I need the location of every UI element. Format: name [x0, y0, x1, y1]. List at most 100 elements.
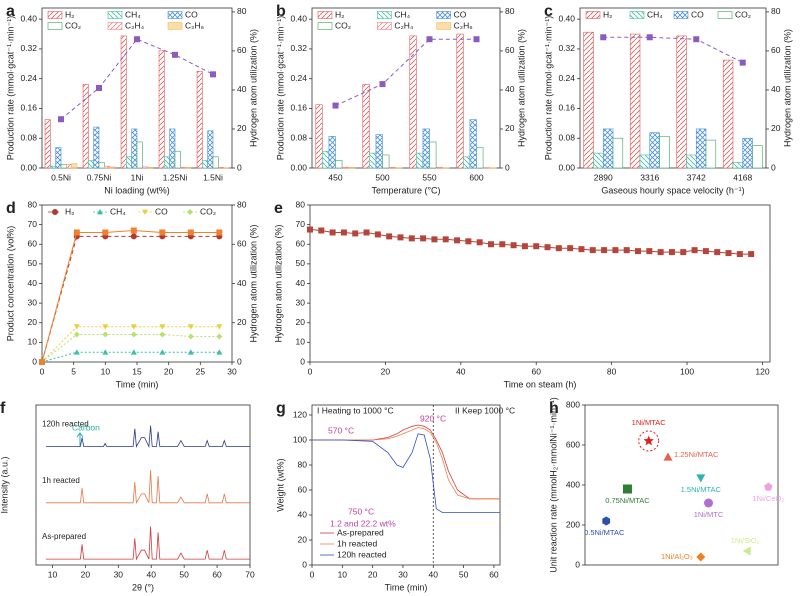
x-tick-label: 550: [422, 172, 436, 182]
series-line: [41, 334, 220, 363]
y2-tick-label: 0: [505, 162, 510, 172]
legend-swatch: [107, 22, 123, 30]
bar: [147, 166, 154, 169]
y-tick-label: 0.16: [558, 103, 575, 113]
marker: [691, 247, 698, 254]
bar: [742, 137, 753, 169]
marker: [725, 250, 732, 257]
marker: [426, 36, 433, 43]
y-tick-label: 80: [298, 459, 308, 469]
y-tick-label: 0.16: [290, 103, 307, 113]
marker: [187, 229, 194, 236]
x-tick-label: 40: [146, 569, 156, 579]
marker: [657, 249, 664, 256]
series-line: [45, 470, 250, 505]
bar: [207, 130, 214, 169]
legend-swatch: [107, 11, 123, 19]
bar: [732, 162, 744, 169]
y-tick-label: 0.08: [558, 132, 575, 142]
marker: [601, 247, 608, 254]
legend-marker: [187, 209, 193, 215]
y-axis-label: Unit reaction rate (mmolH₂·mmolNi⁻¹·min⁻…: [548, 397, 558, 573]
series-line: [603, 36, 744, 64]
marker: [567, 245, 574, 252]
point-label: 1Ni/MTC: [694, 510, 724, 519]
marker: [622, 484, 632, 494]
y-tick-label: 20: [28, 317, 38, 327]
x-tick-label: 3316: [640, 172, 659, 182]
bar: [612, 137, 624, 169]
marker: [696, 552, 706, 562]
y2-tick-label: 40: [237, 84, 247, 94]
y-axis-label: Intensity (a.u.): [0, 456, 9, 513]
y-tick-label: 0.32: [558, 43, 575, 53]
bar: [212, 156, 219, 169]
bar: [158, 50, 165, 169]
x-tick-label: 10: [338, 569, 348, 579]
x-tick-label: 25: [196, 366, 206, 376]
legend-label: CH₄: [125, 9, 141, 19]
marker: [130, 349, 137, 355]
legend-label: CO₂: [735, 9, 751, 19]
point-label: 1.25Ni/MTAC: [674, 450, 719, 459]
y-axis-label: Production rate (mmol·gcat⁻¹·min⁻¹): [275, 16, 285, 161]
x-tick-label: 15: [132, 366, 142, 376]
x-tick-label: 600: [469, 172, 483, 182]
marker: [442, 236, 449, 243]
bar: [629, 33, 641, 169]
y-tick-label: 50: [28, 258, 38, 268]
x-tick-label: 10: [101, 366, 111, 376]
x-tick-label: 1Ni: [131, 172, 144, 182]
y2-tick-label: 20: [237, 123, 247, 133]
y-tick-label: 0.24: [20, 73, 37, 83]
highlight-ring: [638, 430, 660, 452]
marker: [386, 233, 393, 240]
marker: [172, 51, 178, 58]
marker: [623, 247, 630, 254]
y-tick-label: 50: [296, 258, 306, 268]
y2-tick-label: 0: [237, 356, 242, 366]
bar: [136, 141, 143, 169]
y2-tick-label: 60: [237, 45, 247, 55]
x-tick-label: 50: [459, 569, 469, 579]
bar: [722, 59, 734, 169]
x-tick-label: 70: [245, 569, 255, 579]
y2-tick-label: 40: [237, 278, 247, 288]
marker: [499, 241, 506, 248]
y-tick-label: 80: [28, 199, 38, 209]
marker: [187, 349, 194, 355]
y-tick-label: 0: [300, 356, 305, 366]
marker: [102, 331, 109, 338]
legend-swatch: [436, 11, 451, 19]
y-tick-label: 0: [302, 559, 307, 569]
panel-letter: h: [549, 400, 559, 417]
legend-swatch: [317, 22, 333, 30]
y-tick-label: 0.32: [20, 43, 37, 53]
marker: [58, 116, 64, 123]
x-tick-label: 1.25Ni: [163, 172, 188, 182]
y2-tick-label: 60: [771, 45, 781, 55]
marker: [465, 238, 472, 245]
marker: [736, 251, 743, 258]
marker: [668, 249, 675, 256]
x-tick-label: 50: [179, 569, 189, 579]
marker: [318, 227, 325, 234]
legend-marker: [52, 209, 58, 215]
y2-tick-label: 40: [505, 84, 515, 94]
bar: [476, 147, 484, 169]
bar: [686, 154, 697, 169]
y2-tick-label: 60: [505, 45, 515, 55]
marker: [130, 227, 137, 234]
marker: [159, 229, 166, 236]
bar: [409, 35, 417, 169]
y-axis-label: Production rate (mmol·gcat⁻¹·min⁻¹): [543, 16, 553, 161]
y2-tick-label: 20: [237, 317, 247, 327]
series-line: [45, 526, 250, 561]
x-tick-label: 20: [81, 569, 91, 579]
y-tick-label: 0.08: [20, 132, 37, 142]
x-tick-label: 30: [398, 569, 408, 579]
bar: [429, 141, 437, 169]
legend-label: CO: [155, 206, 168, 216]
bar: [382, 154, 390, 169]
bar: [456, 33, 464, 169]
